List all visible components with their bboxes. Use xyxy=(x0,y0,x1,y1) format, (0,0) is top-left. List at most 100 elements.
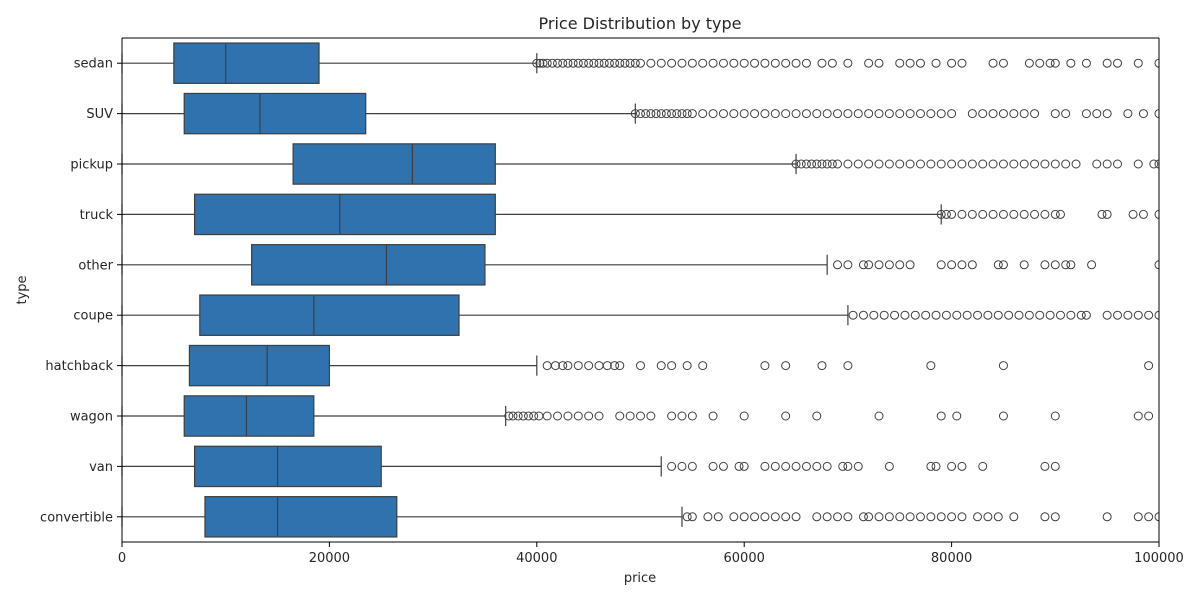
y-tick-label-suv: SUV xyxy=(86,107,113,122)
outlier-other xyxy=(947,260,957,270)
outlier-convertible xyxy=(729,512,739,522)
outlier-hatchback xyxy=(760,361,770,371)
x-tick-label: 100000 xyxy=(1134,551,1184,566)
outlier-coupe xyxy=(890,310,900,320)
outlier-convertible xyxy=(791,512,801,522)
outlier-coupe xyxy=(858,310,868,320)
outlier-van xyxy=(931,461,941,471)
outlier-suv xyxy=(718,109,728,119)
outlier-pickup xyxy=(905,159,915,169)
outlier-convertible xyxy=(833,512,843,522)
outlier-wagon xyxy=(1050,411,1060,421)
outlier-wagon xyxy=(594,411,604,421)
outlier-suv xyxy=(687,109,697,119)
outlier-suv xyxy=(760,109,770,119)
outlier-suv xyxy=(833,109,843,119)
y-tick-label-van: van xyxy=(89,460,113,475)
outlier-truck xyxy=(988,209,998,219)
outlier-truck xyxy=(1154,209,1159,219)
outlier-suv xyxy=(1030,109,1040,119)
y-tick-label-sedan: sedan xyxy=(74,57,113,72)
outlier-suv xyxy=(1138,109,1148,119)
outlier-suv xyxy=(947,109,957,119)
outlier-coupe xyxy=(1144,310,1154,320)
outlier-sedan xyxy=(604,58,614,68)
outlier-other xyxy=(1061,260,1071,270)
outlier-convertible xyxy=(884,512,894,522)
outlier-sedan xyxy=(589,58,599,68)
outlier-convertible xyxy=(858,512,868,522)
outlier-other xyxy=(833,260,843,270)
outlier-other xyxy=(1154,260,1159,270)
outlier-coupe xyxy=(1081,310,1091,320)
outlier-pickup xyxy=(827,159,837,169)
outlier-sedan xyxy=(708,58,718,68)
x-tick-label: 80000 xyxy=(931,551,972,566)
box-sedan xyxy=(173,42,320,84)
outlier-hatchback xyxy=(558,361,568,371)
outlier-sedan xyxy=(1133,58,1143,68)
outlier-sedan xyxy=(535,58,545,68)
outlier-convertible xyxy=(682,512,692,522)
outlier-wagon xyxy=(625,411,635,421)
outlier-coupe xyxy=(1066,310,1076,320)
outlier-pickup xyxy=(1040,159,1050,169)
outlier-hatchback xyxy=(610,361,620,371)
outlier-sedan xyxy=(584,58,594,68)
outlier-wagon xyxy=(1144,411,1154,421)
box-pickup xyxy=(292,143,496,185)
outlier-suv xyxy=(641,109,651,119)
outlier-van xyxy=(843,461,853,471)
outlier-coupe xyxy=(910,310,920,320)
outlier-van xyxy=(760,461,770,471)
outlier-truck xyxy=(1009,209,1019,219)
outlier-coupe xyxy=(1024,310,1034,320)
box-coupe xyxy=(199,294,460,336)
outlier-truck xyxy=(941,209,951,219)
outlier-coupe xyxy=(879,310,889,320)
outlier-van xyxy=(1040,461,1050,471)
outlier-pickup xyxy=(1154,159,1159,169)
outlier-hatchback xyxy=(667,361,677,371)
outlier-suv xyxy=(864,109,874,119)
outlier-coupe xyxy=(1113,310,1123,320)
outlier-wagon xyxy=(1133,411,1143,421)
outlier-other xyxy=(957,260,967,270)
outlier-van xyxy=(739,461,749,471)
outlier-sedan xyxy=(677,58,687,68)
box-other xyxy=(251,244,486,286)
outlier-hatchback xyxy=(698,361,708,371)
outlier-sedan xyxy=(750,58,760,68)
outlier-hatchback xyxy=(602,361,612,371)
box-truck xyxy=(193,193,496,236)
outlier-suv xyxy=(1050,109,1060,119)
outlier-truck xyxy=(998,209,1008,219)
outlier-wagon xyxy=(812,411,822,421)
outlier-suv xyxy=(1081,109,1091,119)
outlier-pickup xyxy=(1149,159,1159,169)
outlier-suv xyxy=(1009,109,1019,119)
outlier-convertible xyxy=(812,512,822,522)
outlier-sedan xyxy=(1050,58,1060,68)
outlier-convertible xyxy=(822,512,832,522)
outlier-wagon xyxy=(667,411,677,421)
outlier-suv xyxy=(682,109,692,119)
outlier-convertible xyxy=(760,512,770,522)
outlier-van xyxy=(708,461,718,471)
outlier-pickup xyxy=(915,159,925,169)
outlier-sedan xyxy=(568,58,578,68)
outlier-sedan xyxy=(1081,58,1091,68)
outlier-sedan xyxy=(1154,58,1159,68)
outlier-suv xyxy=(729,109,739,119)
outlier-sedan xyxy=(1024,58,1034,68)
outlier-wagon xyxy=(739,411,749,421)
outlier-other xyxy=(936,260,946,270)
outlier-hatchback xyxy=(615,361,625,371)
outlier-suv xyxy=(770,109,780,119)
outlier-sedan xyxy=(578,58,588,68)
outlier-pickup xyxy=(1071,159,1081,169)
outlier-truck xyxy=(967,209,977,219)
outlier-wagon xyxy=(534,411,544,421)
outlier-hatchback xyxy=(573,361,583,371)
